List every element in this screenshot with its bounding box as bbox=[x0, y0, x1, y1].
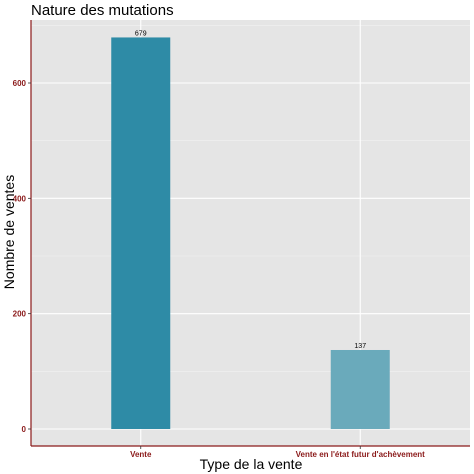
grid-minor bbox=[31, 25, 470, 372]
y-tick-label: 400 bbox=[13, 194, 27, 203]
chart-title: Nature des mutations bbox=[31, 2, 174, 19]
x-ticks: Vente Vente en l'état futur d'achèvement bbox=[130, 446, 425, 459]
bar-1 bbox=[111, 37, 171, 430]
y-ticks: 0 200 400 600 bbox=[13, 79, 31, 434]
bar-2 bbox=[330, 349, 390, 429]
data-label-2: 137 bbox=[354, 343, 366, 350]
y-axis-title: Nombre de ventes bbox=[1, 175, 17, 289]
plot-panel bbox=[31, 20, 470, 446]
x-tick-label: Vente en l'état futur d'achèvement bbox=[296, 450, 426, 459]
data-labels: 679 137 bbox=[135, 30, 366, 350]
bars bbox=[111, 37, 390, 430]
data-label-1: 679 bbox=[135, 30, 147, 37]
y-tick-label: 0 bbox=[22, 425, 27, 434]
y-tick-label: 200 bbox=[13, 310, 27, 319]
y-tick-label: 600 bbox=[13, 79, 27, 88]
x-tick-label: Vente bbox=[130, 450, 152, 459]
x-axis-title: Type de la vente bbox=[200, 456, 303, 472]
